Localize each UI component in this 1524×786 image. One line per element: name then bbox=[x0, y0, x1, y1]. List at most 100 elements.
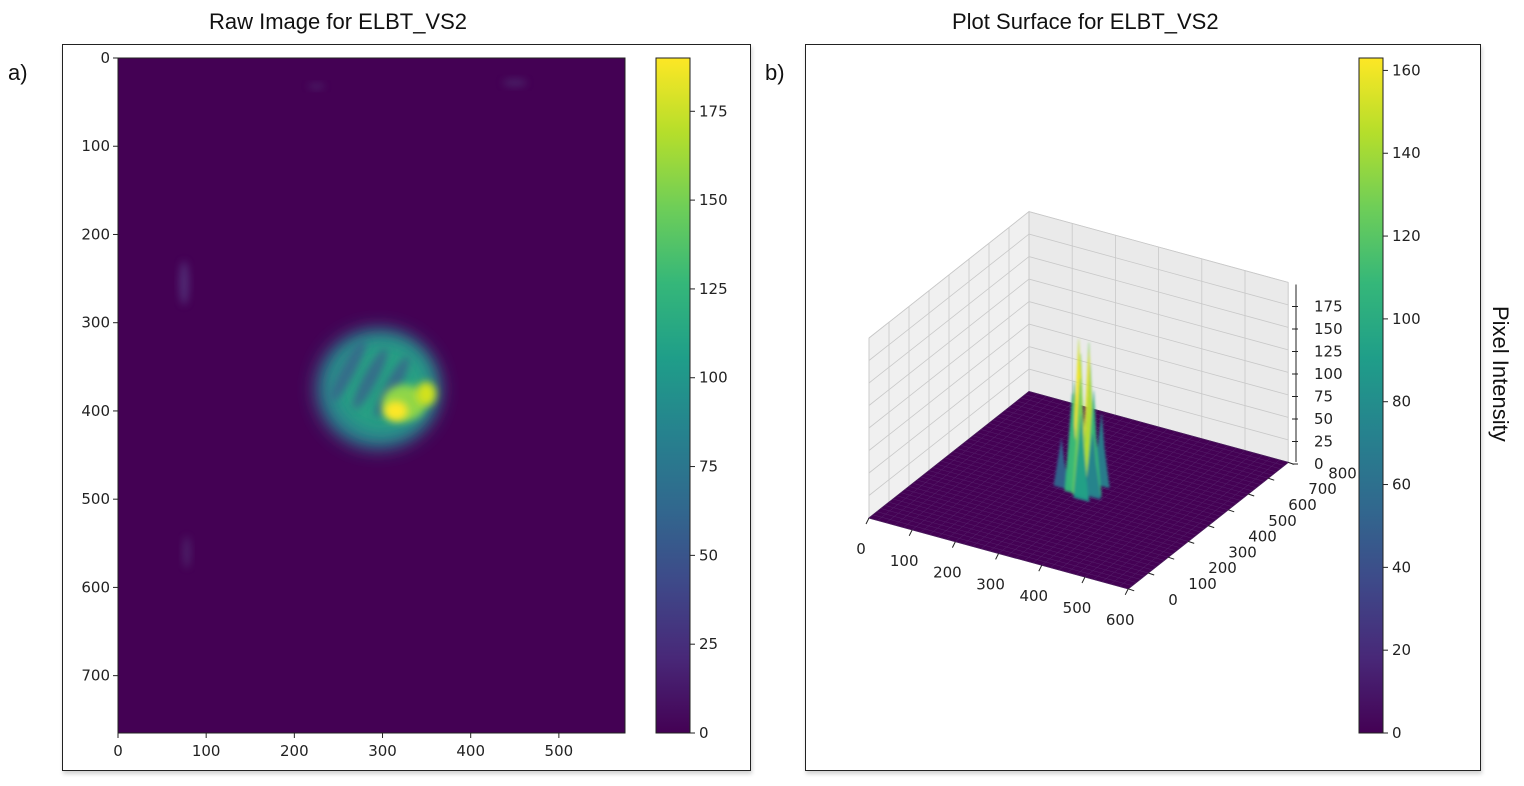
mesh-line bbox=[880, 508, 1141, 580]
x-tick-label: 600 bbox=[1106, 611, 1135, 629]
mesh-line bbox=[1004, 410, 1265, 482]
mesh-line bbox=[988, 422, 1249, 495]
mesh-line bbox=[884, 505, 1145, 577]
panel-a-frame: 0 100 200 300 400 500 600 700 0 100 200 300 400 500 0 2… bbox=[62, 44, 751, 771]
mesh-line bbox=[1016, 400, 1277, 473]
mesh-line bbox=[892, 498, 1153, 571]
y-tick-label: 200 bbox=[81, 225, 110, 243]
colorbar-b-tick-label: 60 bbox=[1392, 476, 1411, 494]
x-tick-label: 400 bbox=[1019, 587, 1048, 605]
x-tick bbox=[1124, 588, 1129, 596]
panel-b-label: b) bbox=[765, 60, 785, 85]
y-tick-label: 600 bbox=[81, 578, 110, 596]
mesh-line bbox=[996, 416, 1257, 488]
colorbar-b-tick-label: 0 bbox=[1392, 724, 1402, 742]
mesh-line bbox=[1024, 394, 1285, 466]
y-tick-label: 600 bbox=[1288, 496, 1317, 514]
z-tick-label: 175 bbox=[1314, 298, 1343, 316]
x-tick bbox=[995, 553, 1000, 560]
colorbar-b-tick-label: 20 bbox=[1392, 641, 1411, 659]
surface-peak bbox=[1053, 339, 1110, 502]
y-tick-label: 500 bbox=[1268, 512, 1297, 530]
mesh-line bbox=[1012, 403, 1273, 476]
x-tick-label: 0 bbox=[856, 540, 866, 558]
x-tick-label: 0 bbox=[113, 742, 123, 760]
y-tick bbox=[1188, 540, 1195, 544]
raw-image-chart: 0 100 200 300 400 500 600 700 0 100 200 300 400 500 0 2… bbox=[81, 49, 728, 760]
y-tick-label: 800 bbox=[1328, 464, 1357, 482]
peak-spike bbox=[1084, 434, 1101, 500]
x-tick-label: 500 bbox=[1063, 599, 1092, 617]
panel-b-title: Plot Surface for ELBT_VS2 bbox=[952, 9, 1219, 34]
surface-chart: 0255075100125150175010020030040050060001… bbox=[856, 57, 1421, 742]
z-tick-label: 0 bbox=[1314, 455, 1324, 473]
artifact-top-center bbox=[308, 83, 325, 90]
y-tick bbox=[1228, 509, 1235, 513]
colorbar-a bbox=[655, 57, 691, 734]
mesh-line bbox=[920, 476, 1181, 548]
heatmap-features bbox=[179, 78, 527, 569]
colorbar-a-tick-label: 150 bbox=[699, 191, 728, 209]
colorbar-b-tick-label: 40 bbox=[1392, 558, 1411, 576]
colorbar-a-tick-label: 75 bbox=[699, 458, 718, 476]
x-tick bbox=[951, 541, 956, 548]
mesh-line bbox=[936, 464, 1197, 536]
y-tick bbox=[1148, 572, 1155, 576]
colorbar-label: Pixel Intensity bbox=[1488, 306, 1513, 442]
y-tick bbox=[1248, 493, 1255, 497]
colorbar-a-tick-label: 100 bbox=[699, 369, 728, 387]
mesh-line bbox=[912, 482, 1173, 555]
panel-a-label: a) bbox=[8, 60, 28, 85]
x-tick bbox=[908, 529, 913, 537]
z-tick-label: 25 bbox=[1314, 433, 1333, 451]
colorbar-a-tick-label: 125 bbox=[699, 280, 728, 298]
y-tick-label: 500 bbox=[81, 490, 110, 508]
artifact-top-right bbox=[502, 78, 527, 87]
colorbar-a-tick-label: 25 bbox=[699, 635, 718, 653]
x-tick bbox=[865, 517, 870, 525]
y-tick-label: 0 bbox=[1168, 591, 1178, 609]
artifact-left-upper bbox=[179, 261, 190, 305]
y-tick-label: 300 bbox=[81, 314, 110, 332]
x-tick-label: 100 bbox=[192, 742, 221, 760]
z-tick-label: 150 bbox=[1314, 320, 1343, 338]
x-tick bbox=[1081, 576, 1086, 584]
colorbar-b-tick-label: 140 bbox=[1392, 144, 1421, 162]
blob-peak-right bbox=[416, 381, 437, 406]
colorbar-a-tick-label: 175 bbox=[699, 102, 728, 120]
y-tick-label: 0 bbox=[100, 49, 110, 67]
blob-peak bbox=[383, 400, 408, 421]
colorbar-a-tick-label: 50 bbox=[699, 546, 718, 564]
z-tick-label: 125 bbox=[1314, 343, 1343, 361]
panel-b-frame: 0 25 50 75 100 125 150 175 0 100 200 300 400 500 600 0 1… bbox=[805, 44, 1481, 771]
blob-stripe bbox=[352, 348, 388, 410]
z-tick-label: 100 bbox=[1314, 365, 1343, 383]
colorbar-a-tick-label: 0 bbox=[699, 724, 709, 742]
y-tick bbox=[1128, 588, 1135, 592]
colorbar-b-tick-label: 120 bbox=[1392, 227, 1421, 245]
heatmap-axes-box bbox=[117, 57, 626, 734]
y-tick bbox=[1288, 461, 1295, 465]
x-tick-label: 500 bbox=[545, 742, 574, 760]
x-tick-label: 200 bbox=[280, 742, 309, 760]
y-tick-label: 300 bbox=[1228, 543, 1257, 561]
mesh-line bbox=[876, 511, 1137, 583]
z-tick-label: 75 bbox=[1314, 388, 1333, 406]
y-tick bbox=[1168, 556, 1175, 560]
peak-spike bbox=[1073, 413, 1090, 502]
mesh-line bbox=[888, 501, 1149, 574]
mesh-line bbox=[1020, 397, 1281, 469]
z-tick-label: 50 bbox=[1314, 410, 1333, 428]
mesh-line bbox=[932, 467, 1193, 539]
mesh-line bbox=[1008, 407, 1269, 479]
y-tick bbox=[1208, 525, 1215, 529]
y-tick-label: 200 bbox=[1208, 559, 1237, 577]
mesh-line bbox=[928, 470, 1189, 542]
colorbar-b-tick-label: 100 bbox=[1392, 310, 1421, 328]
colorbar-b-tick-label: 80 bbox=[1392, 393, 1411, 411]
y-tick-label: 700 bbox=[81, 667, 110, 685]
x-tick-label: 200 bbox=[933, 564, 962, 582]
colorbar-b-tick-label: 160 bbox=[1392, 61, 1421, 79]
mesh-line bbox=[900, 492, 1161, 564]
mesh-line bbox=[896, 495, 1157, 567]
